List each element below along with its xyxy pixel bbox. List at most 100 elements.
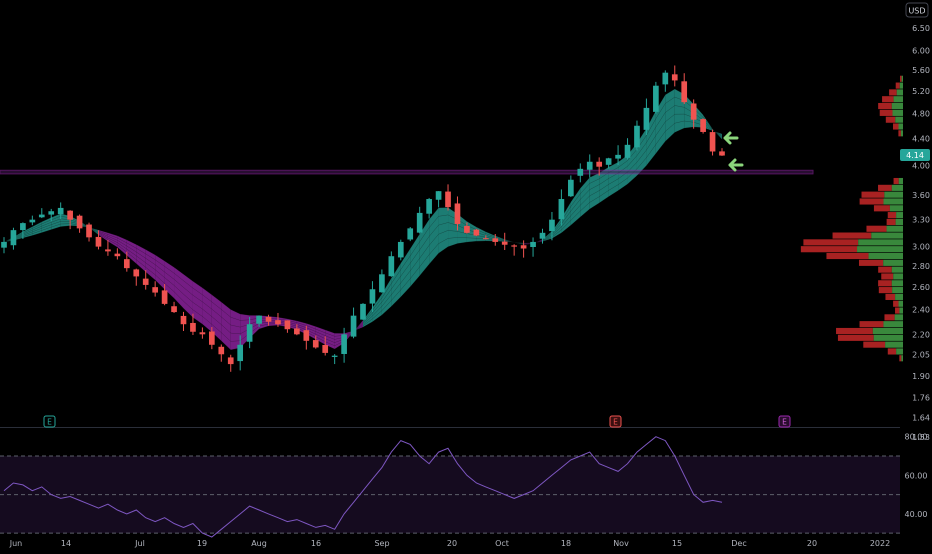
earnings-marker-2[interactable]: E: [609, 415, 622, 428]
price-tick-label: 3.30: [912, 216, 930, 225]
volume-profile-bar: [896, 212, 903, 219]
volume-profile-bar: [899, 355, 902, 362]
volume-profile-bar: [883, 321, 903, 328]
ribbon-segment: [155, 254, 165, 290]
volume-profile-bar: [871, 232, 903, 239]
time-tick-label: Jul: [134, 539, 145, 548]
candle-body: [681, 81, 688, 103]
candle-body: [246, 324, 253, 342]
candle-body: [294, 328, 300, 335]
candle-body: [605, 158, 612, 165]
earnings-marker-3[interactable]: E: [778, 415, 791, 428]
price-tick-label: 2.40: [912, 306, 930, 315]
candle-body: [123, 259, 130, 269]
volume-profile-bar: [879, 109, 893, 116]
candle-body: [341, 334, 347, 354]
ribbon-segment: [136, 244, 146, 272]
volume-profile-bar: [899, 82, 903, 89]
volume-profile-bar: [878, 287, 893, 294]
volume-profile-bar: [893, 300, 899, 307]
candle-body: [709, 132, 716, 152]
time-tick-label: Aug: [251, 539, 267, 548]
price-tick-label: 2.60: [912, 283, 930, 292]
volume-profile-bar: [803, 239, 859, 246]
volume-profile-bar: [884, 314, 895, 321]
volume-profile-bar: [826, 252, 869, 260]
volume-profile-bar: [872, 327, 903, 335]
candle-body: [142, 278, 149, 285]
time-tick-label: 16: [311, 539, 321, 548]
volume-profile-bar: [895, 307, 900, 314]
candle-body: [20, 223, 26, 231]
candle-body: [152, 287, 158, 293]
volume-profile-bar: [882, 96, 894, 103]
candle-body: [303, 330, 310, 341]
candle-body: [369, 289, 376, 304]
price-tick-label: 4.40: [912, 134, 930, 143]
volume-profile-bar: [885, 293, 896, 300]
volume-profile-bar: [881, 273, 894, 280]
ribbon-segment: [429, 207, 439, 265]
price-tick-label: 1.53: [912, 433, 930, 442]
earnings-marker-1[interactable]: E: [43, 415, 56, 428]
ribbon-line: [3, 126, 723, 334]
ribbon-segment: [400, 248, 411, 297]
volume-profile-bar: [859, 198, 884, 205]
price-tick-label: 6.00: [912, 47, 930, 56]
candle-body: [719, 151, 725, 156]
ribbon-line: [3, 113, 723, 340]
candle-body: [454, 203, 461, 224]
ribbon-segment: [183, 274, 193, 318]
candle-body: [558, 199, 565, 220]
volume-profile-bar: [858, 259, 884, 266]
candle-body: [105, 249, 111, 252]
price-tick-label: 1.90: [912, 372, 930, 381]
price-tick-label: 4.00: [912, 161, 930, 170]
arrow-annotation[interactable]: [723, 131, 739, 145]
candle-body: [473, 229, 480, 236]
candle-body: [615, 154, 621, 159]
volume-profile-bar: [899, 75, 902, 82]
volume-profile-bar: [857, 246, 903, 253]
rsi-tick-label: 60.00: [905, 471, 928, 480]
volume-profile-bar: [895, 218, 903, 226]
candle-body: [624, 144, 631, 158]
ribbon-segment: [202, 287, 212, 333]
candle-body: [388, 256, 395, 277]
volume-profile-bar: [866, 225, 887, 232]
candle-body: [275, 320, 281, 325]
volume-profile-bar: [883, 198, 903, 205]
candle-body: [227, 357, 234, 365]
volume-profile-bar: [861, 191, 885, 198]
candle-body: [95, 236, 102, 247]
arrow-annotation[interactable]: [728, 158, 744, 172]
price-tick-label: 1.64: [912, 413, 930, 422]
ribbon-line: [3, 105, 723, 343]
ribbon-segment: [174, 267, 184, 309]
candle-body: [350, 315, 357, 337]
last-price-label: 4.14: [906, 151, 924, 160]
currency-box[interactable]: [905, 2, 929, 18]
candle-body: [76, 215, 83, 229]
candle-body: [29, 219, 36, 223]
ribbon-segment: [391, 263, 401, 307]
support-zone[interactable]: [0, 169, 814, 175]
candle-body: [284, 320, 291, 330]
volume-profile-bar: [868, 252, 903, 260]
candle-body: [662, 72, 669, 85]
volume-profile-bar: [891, 266, 903, 273]
volume-profile-bar: [837, 334, 874, 341]
candle-body: [549, 219, 555, 232]
price-tick-label: 6.50: [912, 24, 930, 33]
volume-profile-bar: [899, 307, 903, 314]
time-tick-label: 20: [447, 539, 457, 548]
volume-profile-bar: [859, 321, 884, 328]
candle-body: [653, 85, 659, 112]
time-tick-label: 15: [672, 539, 682, 548]
ribbon-segment: [419, 219, 430, 276]
candle-body: [596, 161, 603, 167]
volume-profile-bar: [885, 341, 903, 348]
volume-profile-bar: [895, 116, 903, 123]
ribbon-segment: [164, 260, 175, 299]
